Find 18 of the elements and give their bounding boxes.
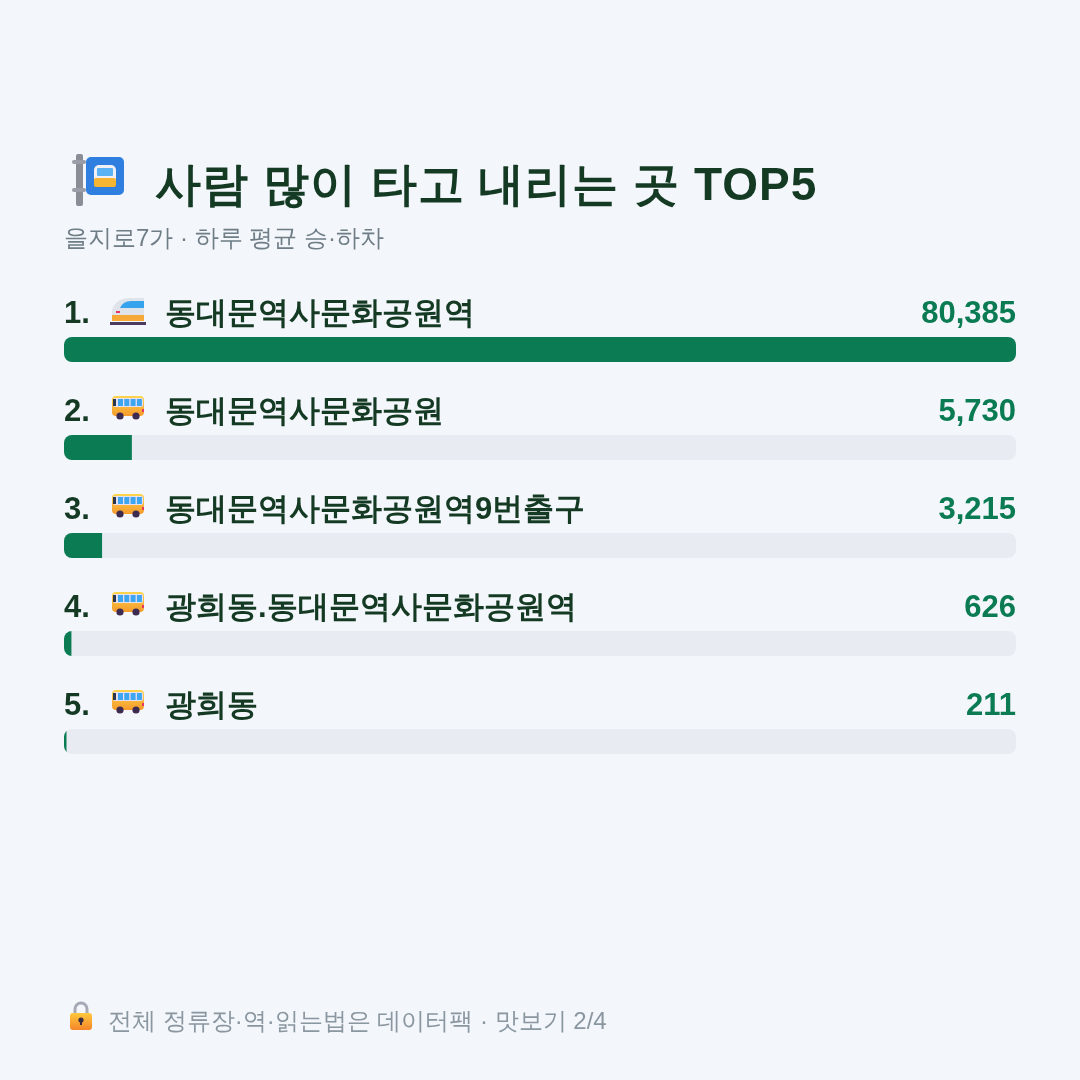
category: 광희동 bbox=[165, 687, 258, 722]
value-label: 80,385 bbox=[921, 295, 1016, 330]
value-label: 5,730 bbox=[938, 393, 1016, 428]
rank: 3. bbox=[64, 491, 90, 526]
note: 전체 정류장·역·읽는법은 데이터팩 · 맛보기 2/4 bbox=[108, 1007, 607, 1034]
value-label: 626 bbox=[964, 589, 1016, 624]
rank: 5. bbox=[64, 687, 90, 722]
category: 동대문역사문화공원역 bbox=[165, 295, 475, 330]
category: 동대문역사문화공원역9번출구 bbox=[165, 491, 586, 526]
subtitle: 을지로7가 · 하루 평균 승·하차 bbox=[64, 224, 384, 251]
rank: 1. bbox=[64, 295, 90, 330]
rank: 4. bbox=[64, 589, 90, 624]
category: 광희동.동대문역사문화공원역 bbox=[165, 589, 577, 624]
value-label: 3,215 bbox=[938, 491, 1016, 526]
category: 동대문역사문화공원 bbox=[165, 393, 444, 428]
title: 사람 많이 타고 내리는 곳 TOP5 bbox=[155, 158, 818, 210]
rank: 2. bbox=[64, 393, 90, 428]
value-label: 211 bbox=[966, 687, 1016, 722]
